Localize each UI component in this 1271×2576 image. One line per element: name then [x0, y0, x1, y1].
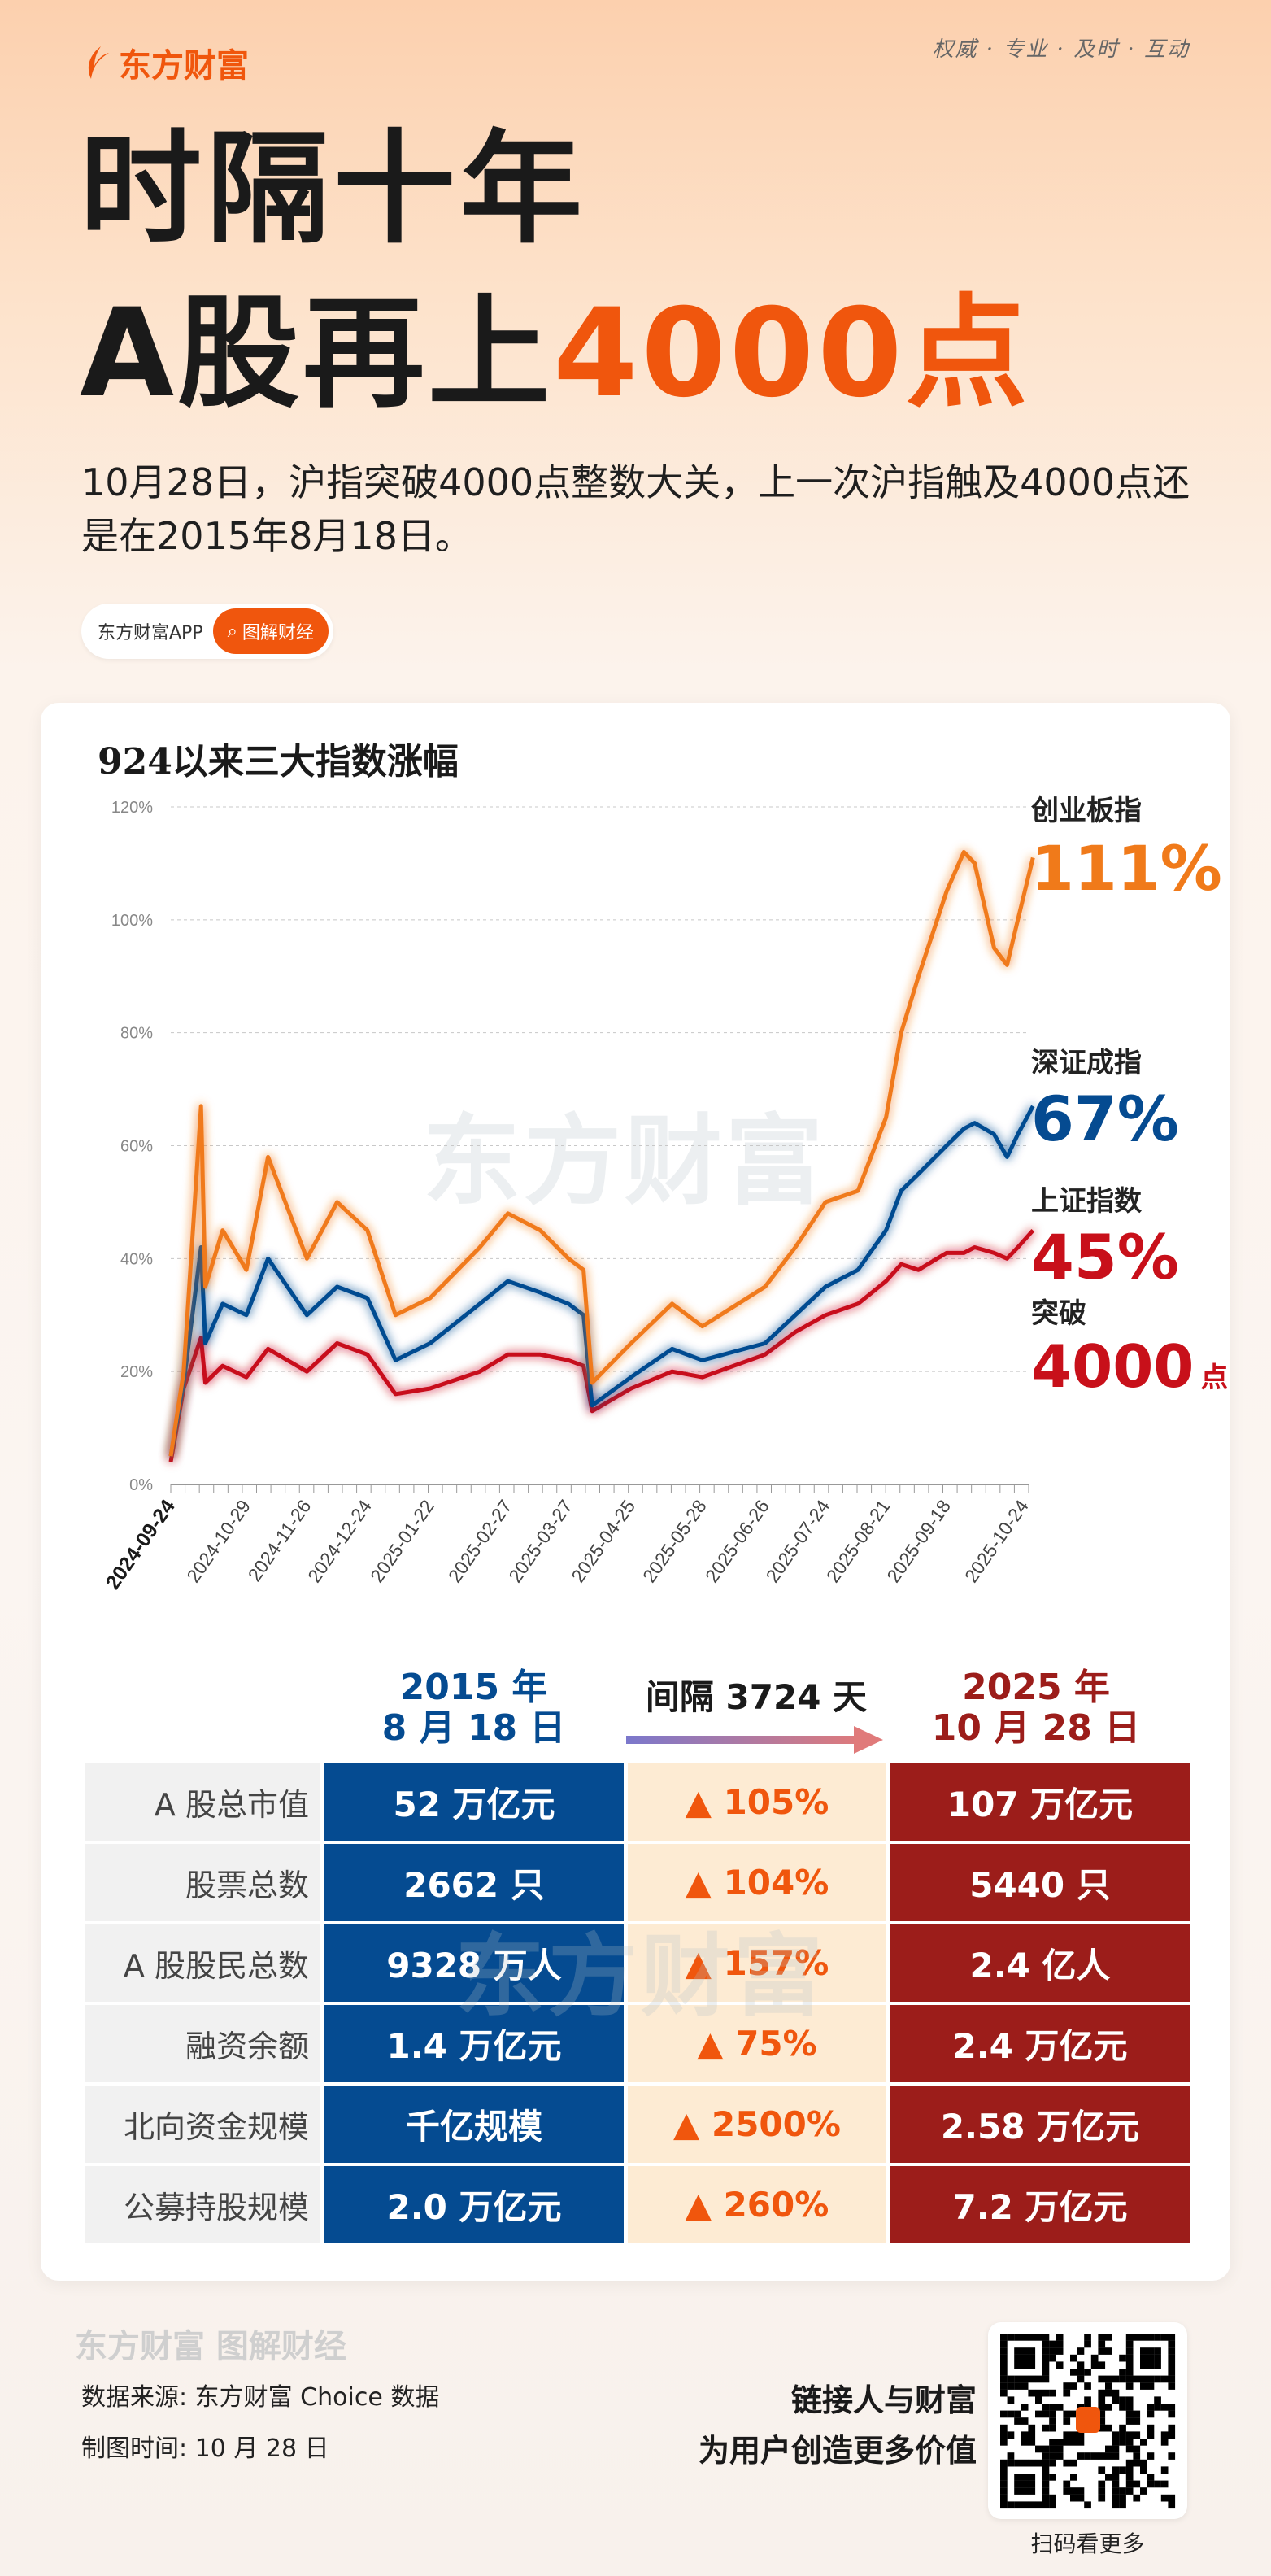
y-tick-label: 40% — [120, 1250, 153, 1268]
value-shenzhen: 67% — [1031, 1083, 1179, 1155]
row-label: 股票总数 — [85, 1844, 320, 1921]
tag-column-label: 图解财经 — [242, 623, 314, 643]
table-row: 股票总数 2662 只 ▲ 104% 5440 只 — [85, 1844, 1190, 1921]
change-value: ▲ 2500% — [628, 2086, 886, 2163]
x-tick-label: 2024-12-24 — [303, 1496, 376, 1586]
row-label: A 股总市值 — [85, 1763, 320, 1841]
annotation-prefix: 突破 — [1031, 1297, 1086, 1330]
value-2015: 9328 万人 — [324, 1924, 624, 2002]
header-2015-year: 2015 年 — [399, 1667, 548, 1708]
row-label: 北向资金规模 — [85, 2086, 320, 2163]
value-2025: 2.4 万亿元 — [890, 2005, 1190, 2082]
x-tick-label: 2025-09-18 — [882, 1496, 955, 1586]
headline-highlight: 4000点 — [553, 283, 1031, 425]
headline-line2: A股再上4000点 — [80, 293, 1031, 415]
value-2025: 107 万亿元 — [890, 1763, 1190, 1841]
data-source: 数据来源: 东方财富 Choice 数据 — [81, 2383, 440, 2412]
chart-title: 924以来三大指数涨幅 — [98, 741, 459, 782]
row-label: A 股股民总数 — [85, 1924, 320, 2002]
subtitle: 10月28日，沪指突破4000点整数大关，上一次沪指触及4000点还是在2015… — [81, 460, 1190, 558]
series-line-shanghai — [168, 1228, 1035, 1462]
headline-line1: 时隔十年 — [80, 119, 588, 260]
qr-modules — [1000, 2334, 1176, 2509]
top-slogan: 权威 · 专业 · 及时 · 互动 — [932, 37, 1190, 62]
table-row: 公募持股规模 2.0 万亿元 ▲ 260% 7.2 万亿元 — [85, 2166, 1190, 2243]
change-value: ▲ 157% — [628, 1924, 886, 2002]
tag-pill[interactable]: 东方财富APP ⌕ 图解财经 — [81, 604, 333, 659]
annotation-value: 4000 点 — [1031, 1337, 1228, 1396]
x-tick-label: 2024-09-24 — [102, 1495, 180, 1593]
label-shenzhen: 深证成指 — [1031, 1047, 1142, 1079]
value-shanghai: 45% — [1031, 1221, 1179, 1293]
value-2015: 2662 只 — [324, 1844, 624, 1921]
value-2015: 千亿规模 — [324, 2086, 624, 2163]
footer-slogan-1: 链接人与财富 — [790, 2382, 977, 2418]
table-row: 北向资金规模 千亿规模 ▲ 2500% 2.58 万亿元 — [85, 2086, 1190, 2163]
x-tick-label: 2025-01-22 — [366, 1496, 438, 1586]
header-2025: 2025 年 10 月 28 日 — [886, 1667, 1186, 1749]
annotation-number: 4000 — [1031, 1332, 1195, 1401]
y-tick-label: 100% — [111, 912, 153, 930]
row-label: 融资余额 — [85, 2005, 320, 2082]
change-value: ▲ 104% — [628, 1844, 886, 1921]
label-shanghai: 上证指数 — [1031, 1185, 1142, 1218]
x-tick-label: 2025-04-25 — [567, 1496, 639, 1586]
value-2015: 1.4 万亿元 — [324, 2005, 624, 2082]
series-line-shenzhen — [168, 1105, 1035, 1457]
qr-logo-icon — [1076, 2407, 1100, 2433]
value-2025: 5440 只 — [890, 1844, 1190, 1921]
x-tick-label: 2025-05-28 — [638, 1496, 711, 1586]
x-tick-label: 2025-10-24 — [960, 1496, 1033, 1586]
search-icon: ⌕ — [227, 621, 237, 642]
value-2015: 2.0 万亿元 — [324, 2166, 624, 2243]
arrow-icon — [626, 1726, 883, 1754]
y-tick-label: 20% — [120, 1363, 153, 1381]
change-value: ▲ 105% — [628, 1763, 886, 1841]
gap-label: 间隔 3724 天 — [645, 1677, 868, 1717]
qr-code[interactable] — [988, 2322, 1187, 2519]
table-row: 融资余额 1.4 万亿元 ▲ 75% 2.4 万亿元 — [85, 2005, 1190, 2082]
label-chinext: 创业板指 — [1031, 795, 1142, 827]
table-watermark: 东方财富 — [455, 1924, 826, 2029]
value-2025: 2.58 万亿元 — [890, 2086, 1190, 2163]
line-chart: 0%20%40%60%80%100%120%2024-09-24 2024-10-… — [102, 799, 1035, 1593]
value-2025: 2.4 亿人 — [890, 1924, 1190, 2002]
footer-brand-watermark: 东方财富 图解财经 — [75, 2328, 346, 2365]
tag-column[interactable]: ⌕ 图解财经 — [212, 608, 329, 654]
tag-app: 东方财富APP — [98, 623, 203, 643]
table-row: A 股总市值 52 万亿元 ▲ 105% 107 万亿元 — [85, 1763, 1190, 1841]
series-line-chinext — [168, 850, 1035, 1457]
qr-code-image — [1000, 2334, 1176, 2509]
qr-caption: 扫码看更多 — [1030, 2530, 1145, 2557]
brand-logo: 东方财富 — [85, 39, 249, 86]
chart-watermark: 东方财富 — [423, 1105, 826, 1218]
y-tick-label: 80% — [120, 1025, 153, 1043]
table-row: A 股股民总数 9328 万人 ▲ 157% 2.4 亿人 — [85, 1924, 1190, 2002]
header-2025-year: 2025 年 — [962, 1667, 1110, 1708]
value-2025: 7.2 万亿元 — [890, 2166, 1190, 2243]
x-tick-label: 2025-03-27 — [504, 1496, 577, 1586]
brand-feather-icon — [88, 46, 109, 79]
y-tick-label: 60% — [120, 1138, 153, 1156]
change-value: ▲ 260% — [628, 2166, 886, 2243]
value-2015: 52 万亿元 — [324, 1763, 624, 1841]
header-2015-date: 8 月 18 日 — [381, 1707, 566, 1749]
row-label: 公募持股规模 — [85, 2166, 320, 2243]
y-tick-label: 120% — [111, 799, 153, 817]
chart-time: 制图时间: 10 月 28 日 — [81, 2434, 329, 2463]
footer-slogan-2: 为用户创造更多价值 — [698, 2433, 977, 2469]
change-value: ▲ 75% — [628, 2005, 886, 2082]
value-chinext: 111% — [1031, 832, 1222, 904]
headline-prefix: A股再上 — [80, 283, 554, 425]
y-tick-label: 0% — [129, 1476, 153, 1494]
header-2025-date: 10 月 28 日 — [931, 1707, 1141, 1749]
annotation-unit: 点 — [1200, 1362, 1229, 1394]
brand-name: 东方财富 — [119, 47, 249, 85]
